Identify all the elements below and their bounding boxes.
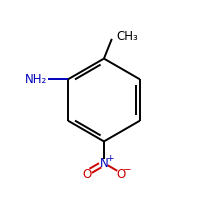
Text: −: − (123, 165, 131, 175)
Text: O: O (82, 168, 91, 181)
Text: CH₃: CH₃ (117, 30, 139, 43)
Text: NH₂: NH₂ (25, 73, 47, 86)
Text: +: + (106, 154, 113, 163)
Text: O: O (116, 168, 126, 181)
Text: N: N (100, 157, 108, 170)
